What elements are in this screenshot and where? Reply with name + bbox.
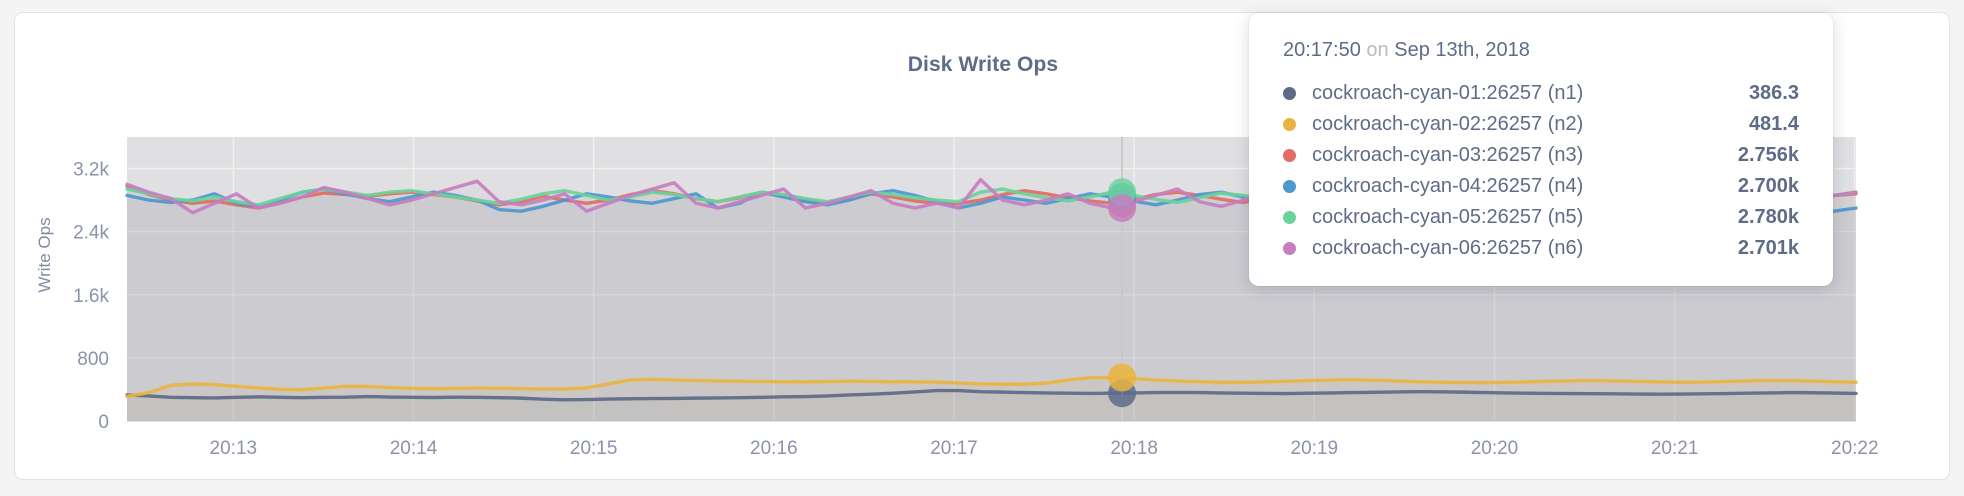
x-axis-tick-label: 20:21 xyxy=(1651,438,1699,459)
hover-marker-dot xyxy=(1108,194,1137,222)
tooltip-row: cockroach-cyan-03:26257 (n3) 2.756k xyxy=(1249,140,1833,171)
x-axis-tick-label: 20:18 xyxy=(1110,438,1158,459)
hover-marker-dot xyxy=(1108,363,1137,392)
series-color-dot-icon xyxy=(1283,242,1296,255)
series-area xyxy=(127,390,1856,421)
tooltip-row: cockroach-cyan-04:26257 (n4) 2.700k xyxy=(1249,171,1833,202)
tooltip-series-value: 481.4 xyxy=(1748,113,1799,135)
tooltip-series-value: 2.756k xyxy=(1737,144,1799,166)
tooltip-series-value: 2.700k xyxy=(1737,175,1799,197)
series-color-dot-icon xyxy=(1283,180,1296,193)
x-axis-tick-label: 20:20 xyxy=(1471,438,1519,459)
y-axis-tick-label: 1.6k xyxy=(73,286,109,307)
tooltip-row: cockroach-cyan-01:26257 (n1) 386.3 xyxy=(1249,78,1833,109)
x-axis-tick-label: 20:15 xyxy=(570,438,618,459)
tooltip-row: cockroach-cyan-05:26257 (n5) 2.780k xyxy=(1249,202,1833,233)
tooltip-row: cockroach-cyan-02:26257 (n2) 481.4 xyxy=(1249,109,1833,140)
x-axis-tick-label: 20:19 xyxy=(1291,438,1339,459)
x-axis-tick-label: 20:16 xyxy=(750,438,798,459)
tooltip-row: cockroach-cyan-06:26257 (n6) 2.701k xyxy=(1249,233,1833,264)
tooltip-header: 20:17:50 on Sep 13th, 2018 xyxy=(1249,39,1833,78)
tooltip-series-label: cockroach-cyan-01:26257 (n1) xyxy=(1312,82,1584,104)
y-axis-label: Write Ops xyxy=(35,217,54,293)
tooltip-series-value: 386.3 xyxy=(1748,82,1799,104)
tooltip-series-value: 2.780k xyxy=(1737,206,1799,228)
tooltip-series-label: cockroach-cyan-02:26257 (n2) xyxy=(1312,113,1584,135)
series-line xyxy=(125,388,1858,402)
x-axis-tick-label: 20:13 xyxy=(210,438,258,459)
x-axis-tick-label: 20:17 xyxy=(930,438,978,459)
tooltip-series-label: cockroach-cyan-04:26257 (n4) xyxy=(1312,175,1584,197)
tooltip-series-label: cockroach-cyan-05:26257 (n5) xyxy=(1312,206,1584,228)
x-axis-tick-label: 20:14 xyxy=(390,438,438,459)
series-line xyxy=(125,375,1858,399)
y-axis-tick-label: 3.2k xyxy=(73,160,109,181)
series-color-dot-icon xyxy=(1283,149,1296,162)
y-axis-tick-label: 800 xyxy=(77,349,109,370)
y-axis-tick-label: 2.4k xyxy=(73,223,109,244)
series-area xyxy=(127,377,1856,421)
tooltip-series-label: cockroach-cyan-03:26257 (n3) xyxy=(1312,144,1584,166)
tooltip-connector: on xyxy=(1366,39,1389,61)
tooltip-time: 20:17:50 xyxy=(1283,39,1361,61)
tooltip-series-value: 2.701k xyxy=(1737,237,1799,259)
y-axis-tick-label: 0 xyxy=(98,412,109,433)
x-axis-tick-label: 20:22 xyxy=(1831,438,1879,459)
tooltip-series-label: cockroach-cyan-06:26257 (n6) xyxy=(1312,237,1584,259)
series-color-dot-icon xyxy=(1283,211,1296,224)
metric-card: Disk Write Ops 0 800 1.6k 2.4k 3.2k 20:13 20:1… xyxy=(14,12,1950,480)
chart-tooltip: 20:17:50 on Sep 13th, 2018 cockroach-cya… xyxy=(1249,13,1833,286)
chart-title: Disk Write Ops xyxy=(907,53,1059,76)
series-color-dot-icon xyxy=(1283,118,1296,131)
tooltip-date: Sep 13th, 2018 xyxy=(1394,39,1530,61)
series-color-dot-icon xyxy=(1283,87,1296,100)
tooltip-rows: cockroach-cyan-01:26257 (n1) 386.3 cockroa… xyxy=(1249,78,1833,264)
